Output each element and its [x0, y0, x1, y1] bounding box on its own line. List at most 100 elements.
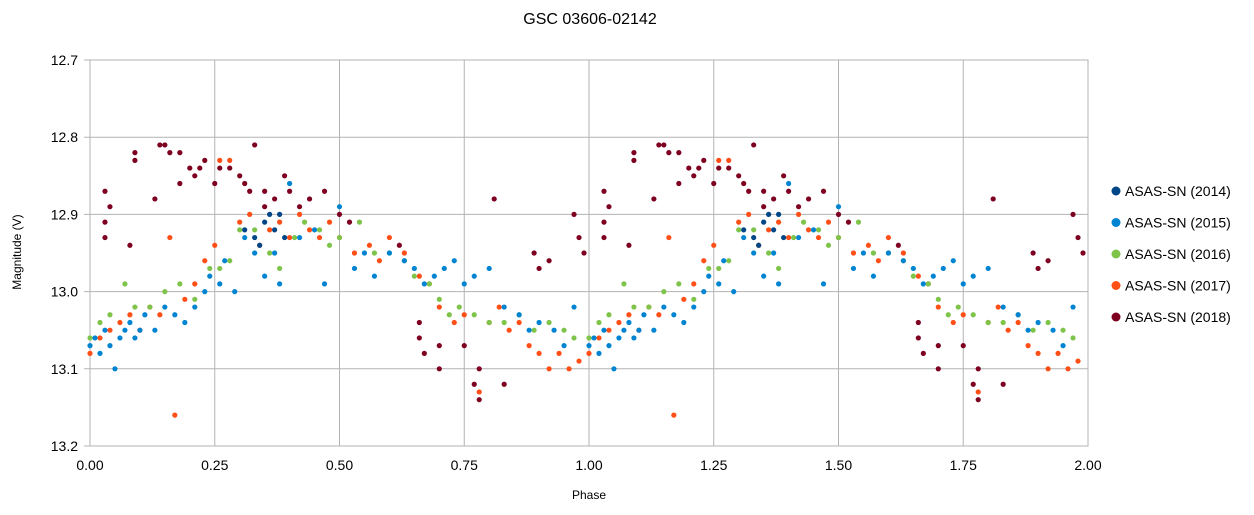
series-2015-point	[591, 335, 597, 341]
x-tick-label: 0.50	[326, 457, 353, 473]
series-2018-point	[835, 211, 842, 217]
series-2017-point	[681, 296, 687, 302]
series-2016-point	[1030, 327, 1036, 333]
series-2015-point	[616, 335, 622, 341]
series-2017-point	[386, 234, 392, 241]
series-2015-point	[626, 319, 632, 326]
series-2015-point	[820, 281, 827, 287]
series-2017-point	[746, 211, 752, 217]
series-2018-point	[202, 157, 208, 163]
legend-marker	[1111, 186, 1121, 196]
x-tick-label: 1.00	[575, 457, 602, 473]
series-2017-point	[107, 327, 113, 333]
series-2016-point	[227, 258, 233, 264]
x-tick-label: 1.25	[700, 457, 727, 473]
series-2017-point	[960, 312, 966, 318]
series-2015-point	[501, 304, 507, 310]
series-2014-point	[741, 227, 747, 233]
series-2018-point	[501, 381, 507, 387]
series-2018-point	[192, 173, 198, 179]
x-axis-label: Phase	[572, 488, 606, 502]
series-2017-point	[451, 319, 457, 326]
series-2015-point	[127, 319, 133, 326]
series-2018-point	[247, 188, 253, 194]
series-2018-point	[606, 204, 612, 210]
series-2018-point	[960, 343, 966, 349]
series-2015-point	[786, 180, 792, 187]
series-2015-point	[1000, 304, 1006, 310]
series-2016-point	[736, 227, 742, 233]
series-2016-point	[316, 227, 323, 233]
series-2015-point	[431, 273, 437, 279]
series-2018-point	[546, 258, 552, 264]
series-2018-point	[820, 188, 827, 194]
series-2015-point	[850, 265, 857, 272]
series-2016-point	[546, 319, 552, 326]
series-2015-point	[232, 289, 238, 295]
series-2018-point	[805, 196, 812, 202]
series-2015-point	[287, 180, 293, 187]
series-2018-point	[471, 381, 477, 387]
series-2015-point	[631, 335, 637, 341]
series-2015-point	[721, 258, 727, 264]
series-2014-point	[272, 227, 278, 233]
series-2017-point	[606, 327, 612, 333]
series-2015-point	[571, 304, 577, 310]
series-2016-point	[945, 312, 951, 318]
series-2017-point	[366, 242, 373, 248]
series-2016-point	[326, 242, 333, 248]
series-2014-point	[761, 219, 767, 225]
series-2017-point	[212, 242, 218, 248]
series-2016-point	[751, 227, 757, 233]
series-2016-point	[336, 234, 343, 241]
series-2015-point	[336, 204, 343, 210]
series-2015-point	[471, 273, 477, 279]
series-2016-point	[561, 327, 567, 333]
series-2018-point	[676, 150, 682, 156]
series-2018-point	[666, 150, 672, 156]
series-2015-point	[217, 281, 223, 287]
series-2015-point	[132, 335, 138, 341]
series-2018-point	[716, 165, 722, 171]
series-2016-point	[267, 250, 273, 256]
series-2016-point	[970, 312, 976, 318]
series-2018-point	[306, 196, 313, 202]
series-2018-point	[761, 188, 767, 194]
series-2016-point	[855, 219, 862, 225]
series-2017-point	[701, 258, 707, 264]
series-2018-point	[1070, 211, 1076, 217]
series-2017-point	[316, 234, 323, 241]
series-2016-point	[835, 234, 842, 241]
series-2017-point	[182, 296, 188, 302]
series-2017-point	[1035, 350, 1041, 356]
series-2015-point	[172, 312, 178, 318]
series-2018-point	[1080, 250, 1086, 256]
series-2018-point	[272, 196, 278, 202]
series-2017-point	[815, 234, 822, 241]
series-2018-point	[217, 165, 223, 171]
series-2017-point	[786, 234, 792, 241]
series-2016-point	[606, 312, 612, 318]
y-tick-label: 12.9	[51, 206, 78, 222]
series-2018-point	[990, 196, 996, 202]
series-2016-point	[436, 296, 442, 302]
series-2017-point	[416, 273, 422, 279]
series-2018-point	[102, 188, 108, 194]
series-2018-point	[895, 242, 901, 248]
series-2018-point	[107, 204, 113, 210]
series-2016-point	[122, 281, 128, 287]
series-2015-point	[461, 281, 467, 287]
series-2015-point	[970, 273, 976, 279]
series-2015-point	[940, 265, 946, 272]
series-2018-point	[491, 196, 497, 202]
series-2014-point	[242, 227, 248, 233]
series-2015-point	[651, 327, 657, 333]
series-2017-point	[795, 211, 802, 217]
series-2018-point	[476, 397, 482, 403]
series-2016-point	[676, 281, 682, 287]
series-2017-point	[267, 227, 273, 233]
series-2015-point	[107, 343, 113, 349]
series-2015-point	[262, 273, 268, 279]
series-2018-point	[571, 211, 577, 217]
series-2017-point	[237, 219, 243, 225]
